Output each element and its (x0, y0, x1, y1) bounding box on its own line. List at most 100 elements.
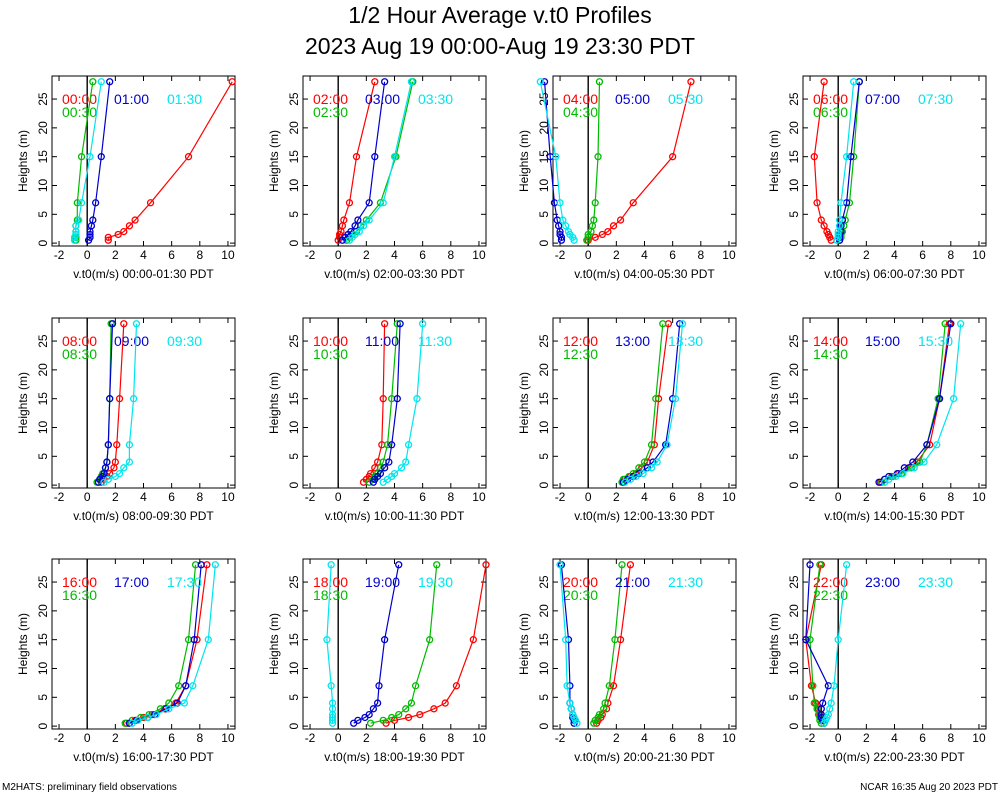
data-point (211, 561, 219, 569)
x-tick-label: 6 (919, 731, 926, 745)
data-point (404, 713, 413, 722)
x-tick-label: 8 (447, 490, 454, 504)
x-tick-label: 10 (472, 490, 486, 504)
y-tick-label: 5 (287, 211, 301, 218)
data-point (189, 682, 197, 690)
series-legend-label: 02:00 (313, 91, 348, 107)
data-point (328, 699, 337, 707)
data-point (354, 716, 362, 725)
x-tick-label: 6 (168, 490, 175, 504)
series-legend-label: 10:00 (313, 333, 348, 349)
x-tick-label: 4 (391, 490, 398, 504)
data-point (820, 222, 828, 230)
x-tick-label: 8 (196, 490, 203, 504)
data-point (351, 222, 359, 230)
data-point (359, 222, 368, 230)
data-point (611, 636, 619, 644)
series-line (337, 81, 376, 241)
data-point (616, 216, 625, 224)
x-axis-label: v.t0(m/s) 18:00-19:30 PDT (324, 750, 465, 764)
data-point (373, 699, 382, 707)
x-axis-label: v.t0(m/s) 10:00-11:30 PDT (325, 509, 465, 523)
y-tick-label: 0 (287, 481, 301, 488)
y-tick-label: 10 (36, 661, 50, 675)
x-tick-label: 10 (722, 248, 736, 262)
x-tick-label: 0 (835, 731, 842, 745)
data-point (152, 710, 160, 719)
series-line (623, 323, 681, 483)
data-point (618, 561, 626, 569)
x-tick-label: 10 (221, 731, 235, 745)
series-legend-label: 20:00 (563, 574, 598, 590)
y-axis-label: Heights (m) (16, 372, 30, 434)
x-tick-label: -2 (805, 248, 816, 262)
series-line (838, 81, 860, 241)
x-tick-label: 2 (613, 731, 620, 745)
y-tick-label: 20 (36, 121, 50, 135)
data-point (97, 153, 105, 161)
x-tick-label: 6 (419, 490, 426, 504)
data-point (182, 682, 190, 690)
data-point (678, 320, 687, 328)
series-line (73, 81, 102, 241)
x-tick-label: 2 (363, 731, 370, 745)
y-tick-label: 25 (287, 575, 301, 589)
data-point (584, 233, 592, 242)
y-tick-label: 5 (36, 453, 50, 460)
data-point (957, 320, 965, 328)
series-legend-label: 05:30 (668, 91, 703, 107)
data-point (809, 682, 817, 690)
y-tick-label: 20 (287, 363, 301, 377)
data-point (146, 199, 155, 207)
x-tick-label: 2 (613, 490, 620, 504)
data-point (452, 682, 461, 690)
data-point (419, 320, 427, 328)
x-tick-label: 8 (447, 731, 454, 745)
series-line (624, 323, 684, 483)
data-point (380, 464, 389, 472)
series-legend-label: 22:30 (813, 587, 848, 603)
series-line (836, 81, 855, 241)
data-point (390, 469, 399, 478)
y-tick-label: 15 (287, 633, 301, 647)
y-tick-label: 25 (36, 575, 50, 589)
x-tick-label: 10 (722, 490, 736, 504)
data-point (380, 78, 389, 86)
data-point (676, 320, 684, 328)
y-tick-label: 25 (36, 334, 50, 348)
data-point (842, 153, 851, 161)
y-tick-label: 5 (537, 211, 551, 218)
x-tick-label: -2 (54, 490, 65, 504)
x-tick-label: 6 (168, 248, 175, 262)
series-legend-label: 03:30 (418, 91, 453, 107)
data-point (605, 682, 613, 690)
data-point (540, 78, 549, 86)
data-point (802, 636, 810, 644)
x-tick-label: 2 (863, 248, 870, 262)
y-tick-label: 25 (537, 575, 551, 589)
y-tick-label: 10 (287, 661, 301, 675)
data-point (949, 395, 958, 403)
data-point (345, 199, 354, 207)
profile-panel: -2 0 2 4 6 8 10 0 5 10 15 20 25 v.t0(m/s) 08:00-09:30… (16, 317, 236, 523)
series-line (326, 564, 334, 724)
x-tick-label: 2 (613, 248, 620, 262)
series-legend-label: 22:00 (813, 574, 848, 590)
data-point (590, 216, 598, 224)
data-point (609, 682, 618, 690)
data-point (899, 469, 907, 478)
series-legend-label: 06:30 (813, 104, 848, 120)
series-legend-label: 20:30 (563, 587, 598, 603)
series-legend-label: 19:30 (418, 574, 453, 590)
x-tick-label: 6 (919, 248, 926, 262)
y-axis-label: Heights (m) (767, 372, 781, 434)
profile-panel: -2 0 2 4 6 8 10 0 5 10 15 20 25 v.t0(m/s) 16:00-17:30… (16, 558, 236, 764)
y-tick-label: 10 (787, 420, 801, 434)
y-tick-label: 0 (537, 481, 551, 488)
x-tick-label: 4 (891, 248, 898, 262)
data-point (842, 561, 851, 569)
y-tick-label: 15 (787, 633, 801, 647)
data-point (847, 153, 855, 161)
data-point (97, 78, 105, 86)
